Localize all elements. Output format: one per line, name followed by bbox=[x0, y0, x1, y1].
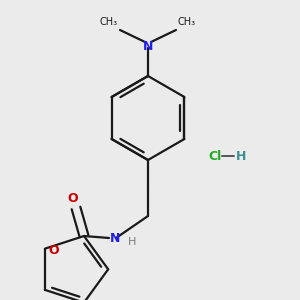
Text: Cl: Cl bbox=[208, 149, 221, 163]
Text: CH₃: CH₃ bbox=[100, 17, 118, 27]
Text: N: N bbox=[110, 232, 120, 245]
Text: N: N bbox=[143, 40, 153, 53]
Text: O: O bbox=[68, 192, 78, 205]
Text: CH₃: CH₃ bbox=[178, 17, 196, 27]
Text: O: O bbox=[49, 244, 59, 257]
Text: H: H bbox=[236, 149, 246, 163]
Text: H: H bbox=[128, 237, 136, 247]
